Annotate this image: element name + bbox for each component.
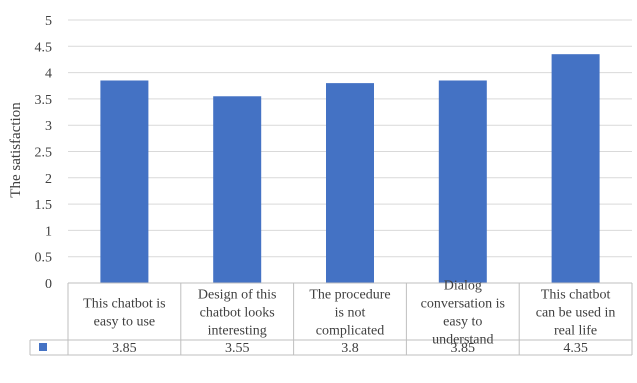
y-tick-label: 0.5	[35, 251, 53, 266]
value-label: 3.8	[341, 341, 359, 356]
y-tick-label: 0	[45, 277, 52, 292]
value-label: 4.35	[563, 341, 588, 356]
y-tick-label: 3.5	[35, 93, 53, 108]
y-tick-label: 4.5	[35, 40, 53, 55]
bar	[326, 83, 374, 284]
category-label: Dialog conversation is easy to understand	[421, 279, 505, 348]
bar	[438, 80, 487, 284]
category-label: Design of this chatbot looks interesting	[198, 288, 277, 339]
legend-key	[39, 343, 47, 351]
y-axis-tick-labels: 0 0.5 1 1.5 2 2.5 3 3.5 4 4.5 5	[35, 14, 53, 292]
value-label: 3.85	[451, 341, 476, 356]
bar	[551, 54, 600, 283]
y-tick-label: 3	[45, 119, 52, 134]
value-label: 3.85	[112, 341, 137, 356]
bar	[100, 80, 149, 284]
y-tick-label: 5	[45, 14, 52, 29]
y-tick-label: 4	[45, 67, 52, 82]
y-axis-title: The satisfaction	[8, 102, 24, 198]
y-tick-label: 1.5	[35, 198, 53, 213]
category-label: This chatbot is easy to use	[83, 297, 165, 330]
bar	[213, 96, 262, 284]
y-tick-label: 1	[45, 224, 52, 239]
bar-series	[100, 54, 600, 284]
data-table: This chatbot is easy to use 3.85 Design of …	[29, 279, 633, 356]
category-label: This chatbot can be used in real life	[536, 288, 616, 339]
y-tick-label: 2.5	[35, 146, 53, 161]
y-tick-label: 2	[45, 172, 52, 187]
value-label: 3.55	[225, 341, 250, 356]
category-label: The procedure is not complicated	[309, 288, 390, 339]
